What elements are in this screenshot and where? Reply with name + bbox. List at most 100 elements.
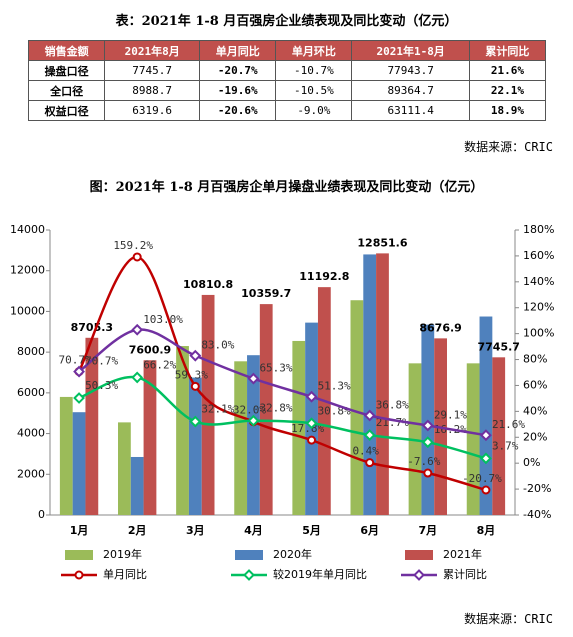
table-cell: 89364.7: [351, 80, 470, 101]
legend-swatch: [235, 550, 263, 560]
header-row: 销售金额 2021年8月 单月同比 单月环比 2021年1-8月 累计同比: [27, 40, 547, 61]
y-tick-label: 0: [38, 508, 45, 521]
y-tick-label: 4000: [17, 427, 45, 440]
line-label: 103.0%: [143, 313, 183, 326]
y2-tick-label: 120%: [523, 301, 554, 314]
header-cell: 2021年1-8月: [351, 40, 470, 61]
line-label: 29.1%: [434, 408, 467, 421]
bar: [492, 357, 506, 515]
line-marker: [189, 349, 202, 362]
table-cell: 权益口径: [27, 100, 106, 121]
table-cell: 77943.7: [351, 60, 470, 81]
bar: [479, 316, 493, 515]
bar: [188, 377, 202, 515]
y2-tick-label: 40%: [523, 404, 547, 417]
table-cell: 操盘口径: [27, 60, 106, 81]
line-marker: [73, 365, 85, 378]
y-tick-label: 12000: [10, 264, 45, 277]
line-marker: [305, 390, 318, 403]
table-row: 权益口径 6319.6 -20.6% -9.0% 63111.4 18.9%: [27, 100, 547, 121]
line-marker: [480, 452, 492, 465]
legend-marker: [413, 569, 425, 581]
line-label: 32.0%: [233, 404, 266, 417]
line-label: 66.2%: [143, 358, 176, 371]
y2-tick-label: 100%: [523, 327, 554, 340]
y-tick-label: 10000: [10, 304, 45, 317]
legend-label: 2019年: [103, 547, 142, 561]
line-marker: [363, 429, 376, 441]
line-marker: [365, 458, 375, 468]
y2-tick-label: 60%: [523, 378, 547, 391]
legend-marker: [74, 570, 84, 580]
line-marker: [480, 429, 492, 442]
line-marker: [73, 392, 85, 404]
y-tick-label: 6000: [17, 386, 45, 399]
table-cell: 7745.7: [104, 60, 201, 81]
y2-tick-label: 20%: [523, 430, 547, 443]
bar: [376, 253, 389, 515]
bar-label: 8705.3: [71, 321, 113, 334]
line-marker: [132, 252, 142, 262]
bar: [466, 363, 480, 515]
bar: [259, 304, 273, 515]
line-label: 159.2%: [113, 239, 153, 252]
bar-label: 8676.9: [419, 321, 461, 334]
line-marker: [131, 323, 144, 336]
line-marker: [481, 485, 491, 495]
y2-tick-label: 80%: [523, 353, 547, 366]
bar: [363, 254, 377, 515]
header-cell: 单月同比: [199, 40, 277, 61]
x-tick-label: 2月: [128, 524, 147, 537]
line-label: 50.3%: [85, 379, 118, 392]
table-source: 数据来源：CRIC: [464, 140, 553, 154]
legend-label: 2021年: [443, 547, 482, 561]
table-cell: -9.0%: [275, 100, 353, 121]
legend-label: 2020年: [273, 547, 312, 561]
bar-label: 10359.7: [241, 287, 291, 300]
legend-swatch: [405, 550, 433, 560]
x-tick-label: 4月: [244, 524, 263, 537]
table-cell: -20.6%: [199, 100, 277, 121]
line-label: 30.8%: [318, 404, 351, 417]
table-row: 全口径 8988.7 -19.6% -10.5% 89364.7 22.1%: [27, 80, 547, 101]
line-label: 32.1%: [201, 403, 234, 416]
line-label: 51.3%: [318, 380, 351, 393]
line-label: 70.7%: [85, 355, 118, 368]
bar: [201, 294, 215, 515]
line-marker: [423, 468, 433, 478]
table-cell: -10.5%: [275, 80, 353, 101]
legend-label: 单月同比: [103, 568, 147, 581]
y2-tick-label: 180%: [523, 223, 554, 236]
line-label: 59.3%: [175, 368, 208, 381]
y-tick-label: 2000: [17, 467, 45, 480]
table-row: 操盘口径 7745.7 -20.7% -10.7% 77943.7 21.6%: [27, 60, 547, 81]
bar: [130, 456, 144, 515]
y2-tick-label: 0%: [523, 456, 540, 469]
line-marker: [305, 417, 318, 430]
header-cell: 单月环比: [275, 40, 353, 61]
line-marker: [131, 371, 144, 384]
line-label: 70.7%: [59, 354, 92, 367]
line-marker: [189, 415, 202, 428]
y2-tick-label: 140%: [523, 275, 554, 288]
line-label: -20.7%: [462, 472, 502, 485]
y2-tick-label: -20%: [523, 482, 551, 495]
table-cell: 21.6%: [468, 60, 547, 81]
bar: [85, 337, 99, 515]
table-cell: 6319.6: [104, 100, 201, 121]
bar-label: 7745.7: [477, 340, 519, 353]
table-cell: 全口径: [27, 80, 106, 101]
bar-label: 7600.9: [129, 343, 171, 356]
header-cell: 累计同比: [468, 40, 547, 61]
line-label: 83.0%: [201, 339, 234, 352]
chart-title: 图：2021年 1-8 月百强房企单月操盘业绩表现及同比变动（亿元）: [89, 180, 484, 195]
line-label: 17.8%: [291, 422, 324, 435]
table-cell: 18.9%: [468, 100, 547, 121]
line-marker: [421, 436, 434, 449]
header-cell: 销售金额: [27, 40, 106, 61]
table-cell: 22.1%: [468, 80, 547, 101]
legend-marker: [243, 569, 255, 581]
header-cell: 2021年8月: [104, 40, 201, 61]
table-cell: -10.7%: [275, 60, 353, 81]
